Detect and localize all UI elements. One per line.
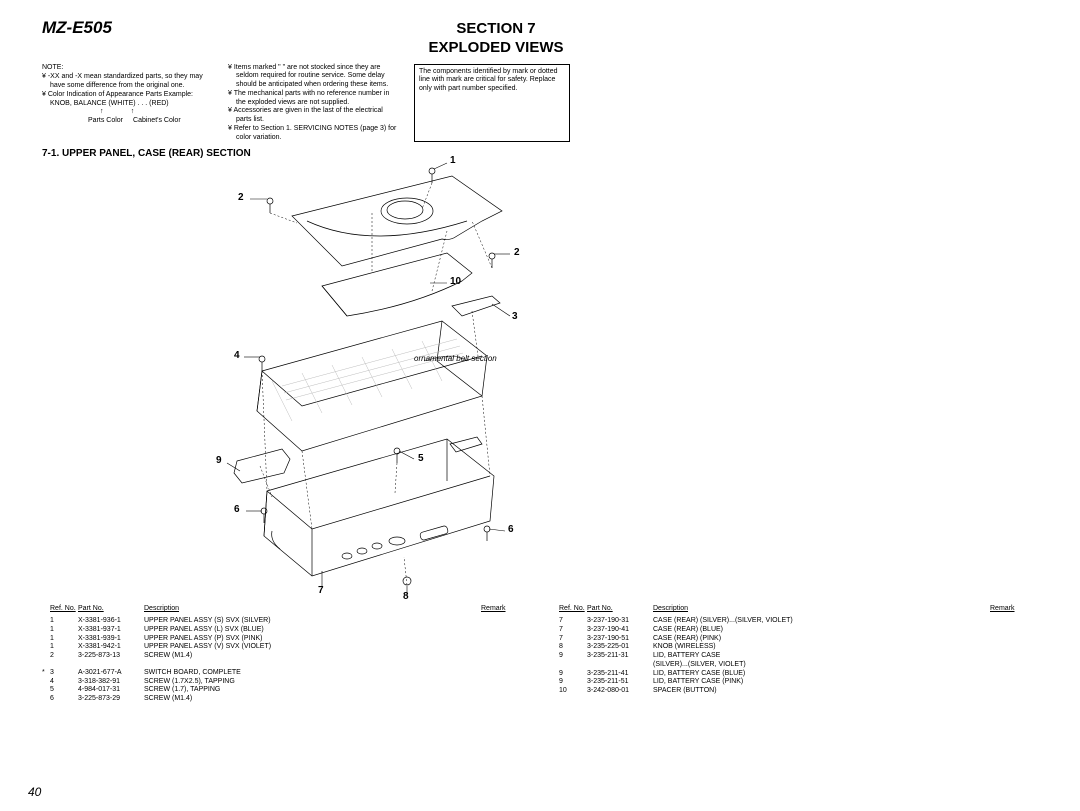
note-text: ¥ Color Indication of Appearance Parts E… [42, 91, 214, 100]
th-desc: Description [653, 605, 990, 614]
callout-4: 4 [234, 350, 240, 361]
table-row: 63-225-873-29SCREW (M1.4) [42, 695, 521, 704]
table-row: 54-984-017-31SCREW (1.7), TAPPING [42, 686, 521, 695]
callout-6: 6 [234, 504, 240, 515]
table-row: 93-235-211-31LID, BATTERY CASE [551, 652, 1030, 661]
table-row: 73-237-190-51CASE (REAR) (PINK) [551, 635, 1030, 644]
th-ref: Ref. No. [559, 605, 587, 614]
table-row: 73-237-190-41CASE (REAR) (BLUE) [551, 626, 1030, 635]
table-row: 103-242-080-01SPACER (BUTTON) [551, 687, 1030, 696]
parts-table: Ref. No. Part No. Description Remark 1X-… [42, 605, 1030, 704]
section-line1: SECTION 7 [2, 20, 990, 39]
note-text: KNOB, BALANCE (WHITE) . . . (RED) [42, 100, 214, 109]
table-row: 1X-3381-937-1UPPER PANEL ASSY (L) SVX (B… [42, 626, 521, 635]
table-row: 1X-3381-939-1UPPER PANEL ASSY (P) SVX (P… [42, 635, 521, 644]
th-rem: Remark [481, 605, 521, 614]
th-desc: Description [144, 605, 481, 614]
table-row: 43-318-382-91SCREW (1.7X2.5), TAPPING [42, 678, 521, 687]
table-row: 1X-3381-936-1UPPER PANEL ASSY (S) SVX (S… [42, 617, 521, 626]
callout-2b: 2 [514, 247, 520, 258]
parts-table-left: Ref. No. Part No. Description Remark 1X-… [42, 605, 521, 704]
section-line2: EXPLODED VIEWS [2, 39, 990, 58]
th-ref: Ref. No. [50, 605, 78, 614]
table-row: 83-235-225-01KNOB (WIRELESS) [551, 643, 1030, 652]
th-part: Part No. [78, 605, 144, 614]
callout-2: 2 [238, 192, 244, 203]
table-row: 73-237-190-31CASE (REAR) (SILVER)...(SIL… [551, 617, 1030, 626]
exploded-diagram: 1 2 2 10 3 4 9 5 6 6 7 8 ornamental belt… [172, 161, 1080, 601]
table-row: 23-225-873-13SCREW (M1.4) [42, 652, 521, 661]
note-label: NOTE: [42, 64, 214, 73]
table-row: 93-235-211-41LID, BATTERY CASE (BLUE) [551, 670, 1030, 679]
callout-3: 3 [512, 311, 518, 322]
safety-box: The components identified by mark or dot… [414, 64, 570, 143]
parts-table-right: Ref. No. Part No. Description Remark 73-… [551, 605, 1030, 704]
ornament-label: ornamental belt section [414, 354, 497, 363]
page-number: 40 [28, 785, 41, 799]
callout-8: 8 [403, 591, 409, 602]
callout-5: 5 [418, 453, 424, 464]
callout-6b: 6 [508, 524, 514, 535]
callout-9: 9 [216, 455, 222, 466]
callout-10: 10 [450, 276, 461, 287]
note-text: Cabinet's Color [133, 117, 181, 126]
notes-block: NOTE: ¥ -XX and -X mean standardized par… [42, 64, 1030, 143]
note-text: ¥ -XX and -X mean standardized parts, so… [42, 73, 214, 91]
note-text: Parts Color [88, 117, 123, 126]
note-text: ¥ Accessories are given in the last of t… [228, 107, 400, 125]
table-row: 1X-3381-942-1UPPER PANEL ASSY (V) SVX (V… [42, 643, 521, 652]
note-text: ¥ The mechanical parts with no reference… [228, 90, 400, 108]
th-rem: Remark [990, 605, 1030, 614]
th-part: Part No. [587, 605, 653, 614]
table-row: 93-235-211-51LID, BATTERY CASE (PINK) [551, 678, 1030, 687]
note-text: ¥ Items marked " " are not stocked since… [228, 64, 400, 90]
table-row: (SILVER)...(SILVER, VIOLET) [551, 661, 1030, 670]
subsection-title: 7-1. UPPER PANEL, CASE (REAR) SECTION [42, 148, 1030, 159]
callout-1: 1 [450, 155, 456, 166]
table-row: *3A-3021-677-ASWITCH BOARD, COMPLETE [42, 669, 521, 678]
callout-7: 7 [318, 585, 324, 596]
section-title: SECTION 7 EXPLODED VIEWS [2, 20, 990, 58]
note-text: ¥ Refer to Section 1. SERVICING NOTES (p… [228, 125, 400, 143]
